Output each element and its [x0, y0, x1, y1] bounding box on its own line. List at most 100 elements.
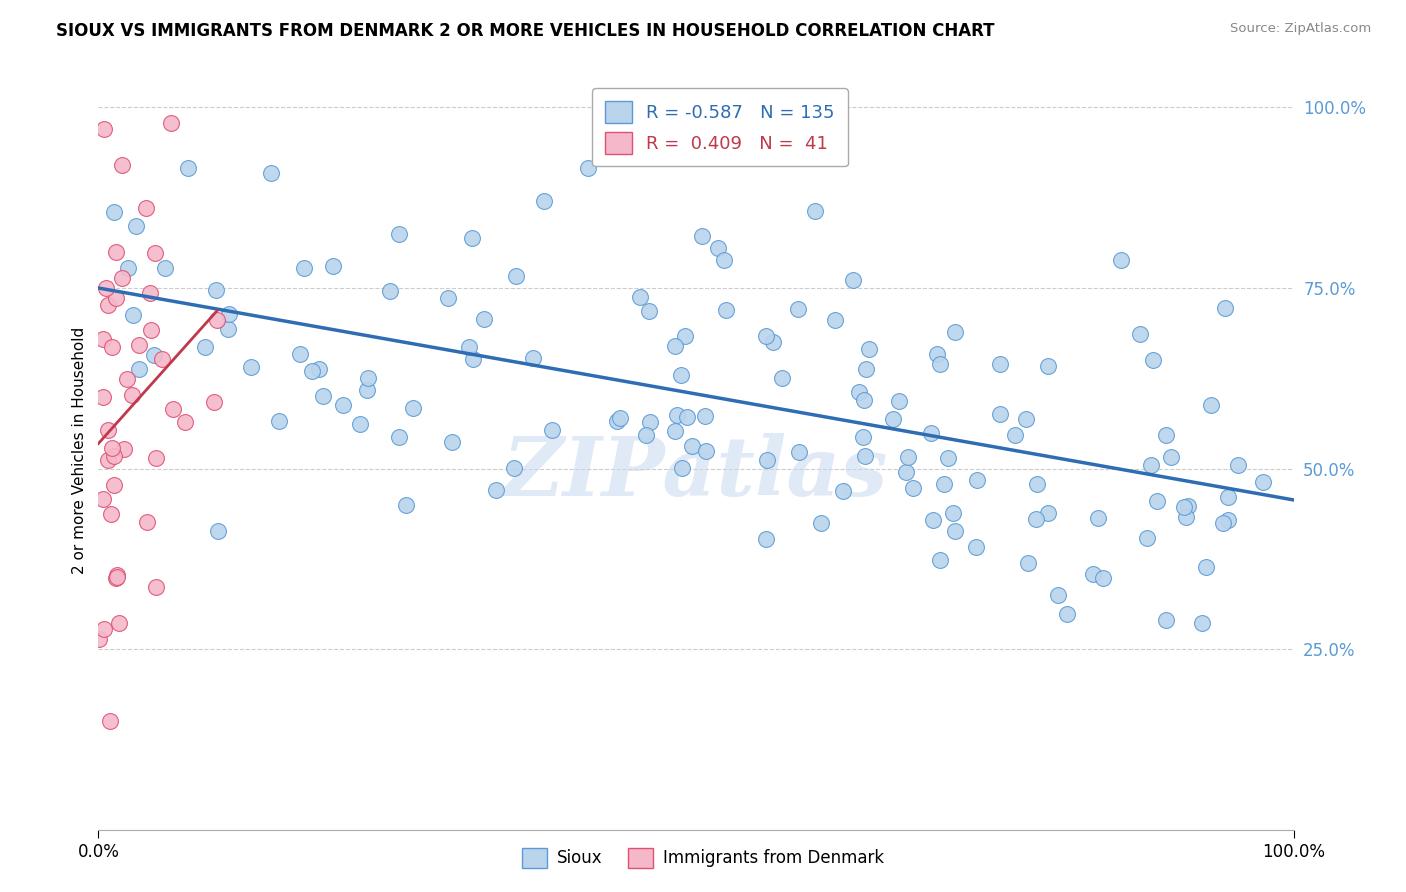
- Point: [139, 285, 162, 300]
- Point: [858, 342, 880, 356]
- Point: [108, 616, 131, 631]
- Point: [832, 483, 855, 498]
- Point: [217, 322, 239, 336]
- Point: [136, 515, 159, 529]
- Point: [143, 246, 166, 260]
- Point: [664, 425, 686, 439]
- Text: Source: ZipAtlas.com: Source: ZipAtlas.com: [1230, 22, 1371, 36]
- Point: [111, 158, 134, 172]
- Point: [810, 516, 832, 531]
- Point: [87, 632, 110, 646]
- Point: [936, 451, 959, 466]
- Point: [787, 301, 810, 316]
- Point: [1177, 499, 1199, 513]
- Point: [540, 423, 562, 437]
- Point: [177, 161, 200, 175]
- Point: [855, 362, 877, 376]
- Point: [1195, 560, 1218, 574]
- Point: [522, 351, 544, 365]
- Point: [1227, 458, 1250, 472]
- Point: [207, 524, 229, 539]
- Point: [671, 368, 693, 383]
- Point: [681, 438, 703, 452]
- Point: [356, 384, 378, 398]
- Text: SIOUX VS IMMIGRANTS FROM DENMARK 2 OR MORE VEHICLES IN HOUSEHOLD CORRELATION CHA: SIOUX VS IMMIGRANTS FROM DENMARK 2 OR MO…: [56, 22, 994, 40]
- Point: [472, 311, 495, 326]
- Point: [93, 122, 115, 136]
- Point: [1136, 531, 1159, 545]
- Point: [115, 372, 138, 386]
- Point: [609, 411, 631, 425]
- Point: [787, 445, 810, 459]
- Point: [436, 291, 458, 305]
- Point: [929, 553, 952, 567]
- Point: [101, 441, 124, 455]
- Point: [894, 465, 917, 479]
- Point: [160, 116, 183, 130]
- Point: [1154, 613, 1177, 627]
- Point: [762, 334, 785, 349]
- Point: [1174, 509, 1197, 524]
- Point: [128, 361, 150, 376]
- Point: [301, 364, 323, 378]
- Point: [1218, 491, 1240, 505]
- Point: [135, 201, 157, 215]
- Point: [988, 407, 1011, 421]
- Point: [112, 442, 135, 457]
- Point: [706, 241, 728, 255]
- Point: [848, 384, 870, 399]
- Point: [920, 426, 942, 441]
- Point: [853, 393, 876, 408]
- Point: [103, 205, 125, 219]
- Point: [174, 415, 197, 429]
- Point: [1056, 607, 1078, 621]
- Point: [755, 453, 778, 467]
- Point: [671, 461, 693, 475]
- Point: [1129, 326, 1152, 341]
- Point: [1191, 615, 1213, 630]
- Point: [1091, 571, 1114, 585]
- Point: [925, 347, 948, 361]
- Point: [117, 260, 139, 275]
- Point: [770, 371, 793, 385]
- Point: [461, 351, 484, 366]
- Point: [378, 285, 401, 299]
- Point: [1109, 252, 1132, 267]
- Point: [1218, 513, 1240, 527]
- Point: [1146, 493, 1168, 508]
- Point: [145, 580, 167, 594]
- Point: [1199, 398, 1222, 412]
- Point: [755, 329, 778, 343]
- Point: [143, 348, 166, 362]
- Point: [150, 351, 173, 366]
- Point: [260, 166, 283, 180]
- Point: [145, 450, 167, 465]
- Point: [98, 714, 122, 729]
- Point: [103, 449, 125, 463]
- Point: [205, 283, 228, 297]
- Point: [675, 329, 697, 343]
- Point: [943, 524, 966, 539]
- Point: [91, 333, 114, 347]
- Point: [105, 567, 128, 582]
- Point: [1213, 301, 1236, 315]
- Point: [332, 398, 354, 412]
- Point: [105, 292, 128, 306]
- Legend: R = -0.587   N = 135, R =  0.409   N =  41: R = -0.587 N = 135, R = 0.409 N = 41: [592, 88, 848, 166]
- Point: [664, 339, 686, 353]
- Point: [1087, 510, 1109, 524]
- Point: [1160, 450, 1182, 464]
- Point: [628, 290, 651, 304]
- Point: [695, 409, 717, 424]
- Point: [676, 410, 699, 425]
- Point: [903, 481, 925, 495]
- Point: [461, 231, 484, 245]
- Point: [357, 371, 380, 385]
- Point: [401, 401, 423, 415]
- Point: [1173, 500, 1195, 515]
- Text: ZIPatlas: ZIPatlas: [503, 434, 889, 513]
- Point: [125, 219, 148, 233]
- Point: [97, 423, 120, 437]
- Point: [97, 298, 120, 312]
- Point: [91, 390, 114, 404]
